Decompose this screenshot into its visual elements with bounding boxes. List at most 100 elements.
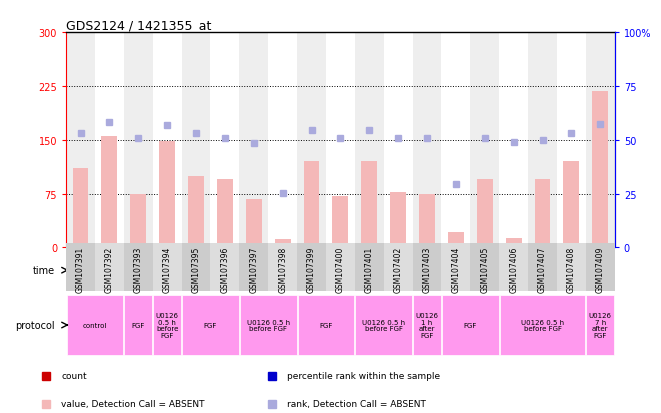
Bar bbox=[471, 33, 499, 248]
Text: 7 h: 7 h bbox=[362, 266, 377, 275]
Bar bbox=[563, 162, 579, 248]
Bar bbox=[586, 33, 615, 248]
Bar bbox=[124, 252, 181, 289]
Text: 4 h: 4 h bbox=[231, 266, 247, 275]
Text: GSM107395: GSM107395 bbox=[192, 246, 200, 292]
Text: time: time bbox=[33, 266, 55, 275]
Bar bbox=[66, 244, 95, 291]
Text: GSM107408: GSM107408 bbox=[567, 246, 576, 292]
Text: GSM107392: GSM107392 bbox=[105, 246, 114, 292]
Text: protocol: protocol bbox=[15, 320, 55, 330]
Bar bbox=[355, 244, 384, 291]
Text: GSM107402: GSM107402 bbox=[394, 246, 403, 292]
Text: 0 h: 0 h bbox=[87, 266, 102, 275]
Bar bbox=[182, 252, 297, 289]
Text: FGF: FGF bbox=[204, 322, 217, 328]
Bar bbox=[448, 232, 464, 248]
Text: FGF: FGF bbox=[132, 322, 145, 328]
Bar bbox=[240, 295, 297, 355]
Text: FGF: FGF bbox=[463, 322, 477, 328]
Bar bbox=[557, 33, 586, 248]
Text: U0126
1 h
after
FGF: U0126 1 h after FGF bbox=[416, 313, 438, 338]
Bar bbox=[130, 194, 146, 248]
Text: U0126
0.5 h
before
FGF: U0126 0.5 h before FGF bbox=[155, 313, 178, 338]
Text: 12 h: 12 h bbox=[517, 266, 539, 275]
Bar bbox=[390, 193, 406, 248]
Text: U0126 0.5 h
before FGF: U0126 0.5 h before FGF bbox=[521, 319, 564, 332]
Bar bbox=[239, 33, 268, 248]
Bar bbox=[412, 33, 442, 248]
Bar bbox=[477, 180, 492, 248]
Bar bbox=[303, 162, 319, 248]
Text: GSM107406: GSM107406 bbox=[509, 246, 518, 292]
Text: U0126 0.5 h
before FGF: U0126 0.5 h before FGF bbox=[362, 319, 405, 332]
Bar bbox=[326, 33, 355, 248]
Text: value, Detection Call = ABSENT: value, Detection Call = ABSENT bbox=[61, 399, 205, 408]
Bar bbox=[153, 33, 182, 248]
Text: GSM107394: GSM107394 bbox=[163, 246, 172, 292]
Bar bbox=[159, 142, 175, 248]
Bar bbox=[95, 244, 124, 291]
Bar bbox=[102, 137, 118, 248]
Bar bbox=[124, 33, 153, 248]
Bar bbox=[153, 244, 182, 291]
Text: GSM107409: GSM107409 bbox=[596, 246, 605, 292]
Text: GSM107398: GSM107398 bbox=[278, 246, 287, 292]
Text: percentile rank within the sample: percentile rank within the sample bbox=[288, 371, 440, 380]
Text: GSM107397: GSM107397 bbox=[249, 246, 258, 292]
Text: U0126 0.5 h
before FGF: U0126 0.5 h before FGF bbox=[247, 319, 290, 332]
Text: GSM107403: GSM107403 bbox=[422, 246, 432, 292]
Text: FGF: FGF bbox=[319, 322, 332, 328]
Text: GSM107405: GSM107405 bbox=[481, 246, 489, 292]
Bar bbox=[217, 180, 233, 248]
Bar bbox=[268, 244, 297, 291]
Bar bbox=[442, 244, 471, 291]
Bar bbox=[124, 295, 152, 355]
Bar bbox=[297, 295, 354, 355]
Bar bbox=[384, 244, 412, 291]
Bar bbox=[246, 199, 262, 248]
Text: GDS2124 / 1421355_at: GDS2124 / 1421355_at bbox=[66, 19, 212, 32]
Bar bbox=[239, 244, 268, 291]
Bar bbox=[419, 194, 435, 248]
Bar bbox=[499, 33, 528, 248]
Text: GSM107400: GSM107400 bbox=[336, 246, 345, 292]
Bar bbox=[362, 162, 377, 248]
Bar bbox=[153, 295, 181, 355]
Bar bbox=[66, 33, 95, 248]
Bar bbox=[413, 295, 441, 355]
Bar bbox=[442, 252, 614, 289]
Bar bbox=[297, 244, 326, 291]
Text: control: control bbox=[83, 322, 107, 328]
Bar bbox=[67, 252, 123, 289]
Bar bbox=[528, 244, 557, 291]
Bar bbox=[124, 244, 153, 291]
Bar bbox=[210, 244, 239, 291]
Bar bbox=[210, 33, 239, 248]
Bar bbox=[412, 244, 442, 291]
Text: GSM107404: GSM107404 bbox=[451, 246, 461, 292]
Text: U0126
7 h
after
FGF: U0126 7 h after FGF bbox=[589, 313, 612, 338]
Bar bbox=[557, 244, 586, 291]
Text: 1 h: 1 h bbox=[145, 266, 161, 275]
Bar bbox=[182, 295, 239, 355]
Bar bbox=[275, 239, 291, 248]
Bar bbox=[499, 244, 528, 291]
Bar bbox=[506, 238, 522, 248]
Text: GSM107391: GSM107391 bbox=[76, 246, 85, 292]
Bar bbox=[442, 33, 471, 248]
Text: count: count bbox=[61, 371, 87, 380]
Bar bbox=[95, 33, 124, 248]
Bar bbox=[528, 33, 557, 248]
Bar bbox=[500, 295, 585, 355]
Bar bbox=[586, 244, 615, 291]
Bar bbox=[384, 33, 412, 248]
Bar bbox=[355, 33, 384, 248]
Bar bbox=[471, 244, 499, 291]
Bar bbox=[297, 33, 326, 248]
Bar bbox=[182, 244, 210, 291]
Bar bbox=[592, 92, 608, 248]
Bar bbox=[67, 295, 123, 355]
Bar bbox=[586, 295, 614, 355]
Bar bbox=[356, 295, 412, 355]
